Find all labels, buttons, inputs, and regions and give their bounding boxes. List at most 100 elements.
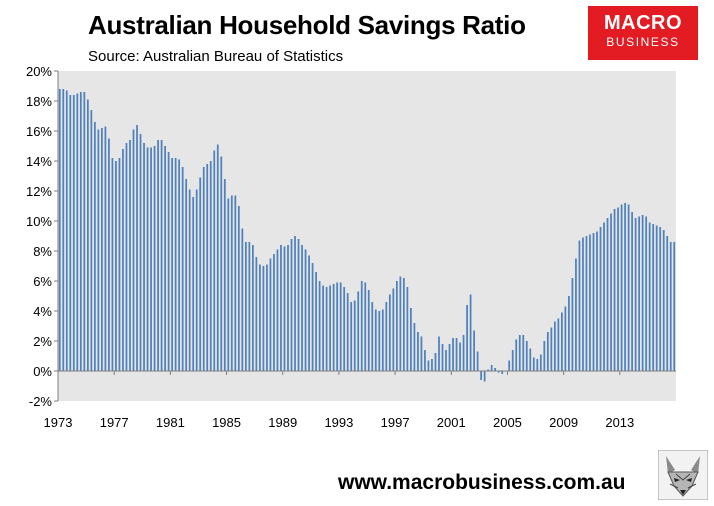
bar bbox=[410, 308, 412, 371]
axes bbox=[57, 71, 676, 401]
y-tick-label: 0% bbox=[33, 364, 52, 379]
bar bbox=[532, 357, 535, 371]
bar bbox=[157, 140, 159, 371]
bar bbox=[582, 237, 584, 371]
bar bbox=[490, 365, 493, 371]
bar bbox=[592, 233, 595, 371]
bar bbox=[188, 189, 191, 371]
y-tick-label: 20% bbox=[26, 64, 52, 79]
bar bbox=[346, 293, 349, 371]
y-tick-label: 16% bbox=[26, 124, 52, 139]
bar bbox=[631, 212, 633, 371]
y-tick-label: 14% bbox=[26, 154, 52, 169]
bar bbox=[564, 306, 567, 371]
bar bbox=[452, 338, 454, 371]
bar bbox=[241, 228, 244, 371]
bar bbox=[441, 344, 444, 371]
bar bbox=[160, 140, 163, 371]
bar bbox=[487, 369, 490, 371]
bar bbox=[525, 341, 528, 371]
bar bbox=[638, 216, 641, 371]
bar bbox=[385, 302, 388, 371]
bar bbox=[673, 242, 676, 371]
y-tick-label: 2% bbox=[33, 334, 52, 349]
bar bbox=[332, 284, 335, 371]
bar bbox=[266, 264, 268, 371]
bar bbox=[167, 152, 170, 371]
bar bbox=[617, 207, 619, 371]
bar bbox=[364, 282, 367, 371]
bar bbox=[613, 209, 616, 371]
bar bbox=[406, 287, 409, 371]
bar bbox=[445, 350, 447, 371]
bar bbox=[111, 158, 114, 371]
bar bbox=[146, 147, 149, 371]
bar bbox=[86, 99, 89, 371]
bar bbox=[508, 360, 511, 371]
bar bbox=[417, 332, 419, 371]
bar bbox=[252, 245, 254, 371]
bar bbox=[237, 206, 240, 371]
bar bbox=[273, 254, 275, 371]
bar bbox=[125, 143, 128, 371]
bar bbox=[297, 239, 300, 371]
bar bbox=[171, 158, 173, 371]
bar bbox=[343, 287, 346, 371]
bar bbox=[466, 305, 468, 371]
bar bbox=[269, 258, 272, 371]
bar bbox=[469, 294, 472, 371]
bar bbox=[129, 140, 131, 371]
bar bbox=[655, 225, 658, 371]
bar bbox=[652, 224, 655, 371]
bar bbox=[234, 195, 237, 371]
bar bbox=[424, 350, 426, 371]
bar bbox=[213, 150, 216, 371]
bar bbox=[522, 335, 525, 371]
bar bbox=[318, 281, 321, 371]
site-url[interactable]: www.macrobusiness.com.au bbox=[338, 471, 626, 494]
bar bbox=[308, 255, 310, 371]
bar bbox=[529, 348, 532, 371]
bar bbox=[143, 143, 145, 371]
bar bbox=[202, 167, 205, 371]
bar bbox=[209, 161, 212, 371]
y-tick-label: 4% bbox=[33, 304, 52, 319]
bar bbox=[596, 231, 598, 371]
bar bbox=[139, 134, 142, 371]
bar bbox=[58, 89, 61, 371]
bar bbox=[627, 204, 630, 371]
bar bbox=[553, 321, 556, 371]
bar bbox=[448, 344, 451, 371]
bar bbox=[420, 336, 423, 371]
bar bbox=[402, 278, 405, 371]
bar bbox=[392, 288, 395, 371]
bar bbox=[624, 203, 626, 371]
macrobusiness-logo[interactable]: MACRO BUSINESS bbox=[588, 6, 698, 60]
y-tick-label: 10% bbox=[26, 214, 52, 229]
bar bbox=[360, 281, 363, 371]
bar bbox=[568, 296, 570, 371]
bar bbox=[153, 146, 156, 371]
x-tick-label: 2005 bbox=[493, 415, 522, 430]
bar bbox=[539, 354, 542, 371]
page-title: Australian Household Savings Ratio bbox=[88, 10, 526, 40]
x-tick-label: 2009 bbox=[549, 415, 578, 430]
bar bbox=[262, 266, 265, 371]
bar bbox=[571, 278, 574, 371]
x-tick-label: 1985 bbox=[212, 415, 241, 430]
bar bbox=[104, 126, 107, 371]
bar bbox=[575, 258, 577, 371]
bar bbox=[101, 128, 103, 371]
bar bbox=[325, 287, 328, 371]
bar bbox=[132, 129, 135, 371]
bar bbox=[174, 158, 177, 371]
bar bbox=[480, 371, 482, 380]
bar bbox=[280, 245, 282, 371]
bar bbox=[62, 89, 65, 371]
bar bbox=[659, 227, 662, 371]
bar bbox=[599, 227, 602, 371]
bar bbox=[259, 264, 261, 371]
bar bbox=[388, 294, 391, 371]
bar bbox=[648, 222, 651, 371]
